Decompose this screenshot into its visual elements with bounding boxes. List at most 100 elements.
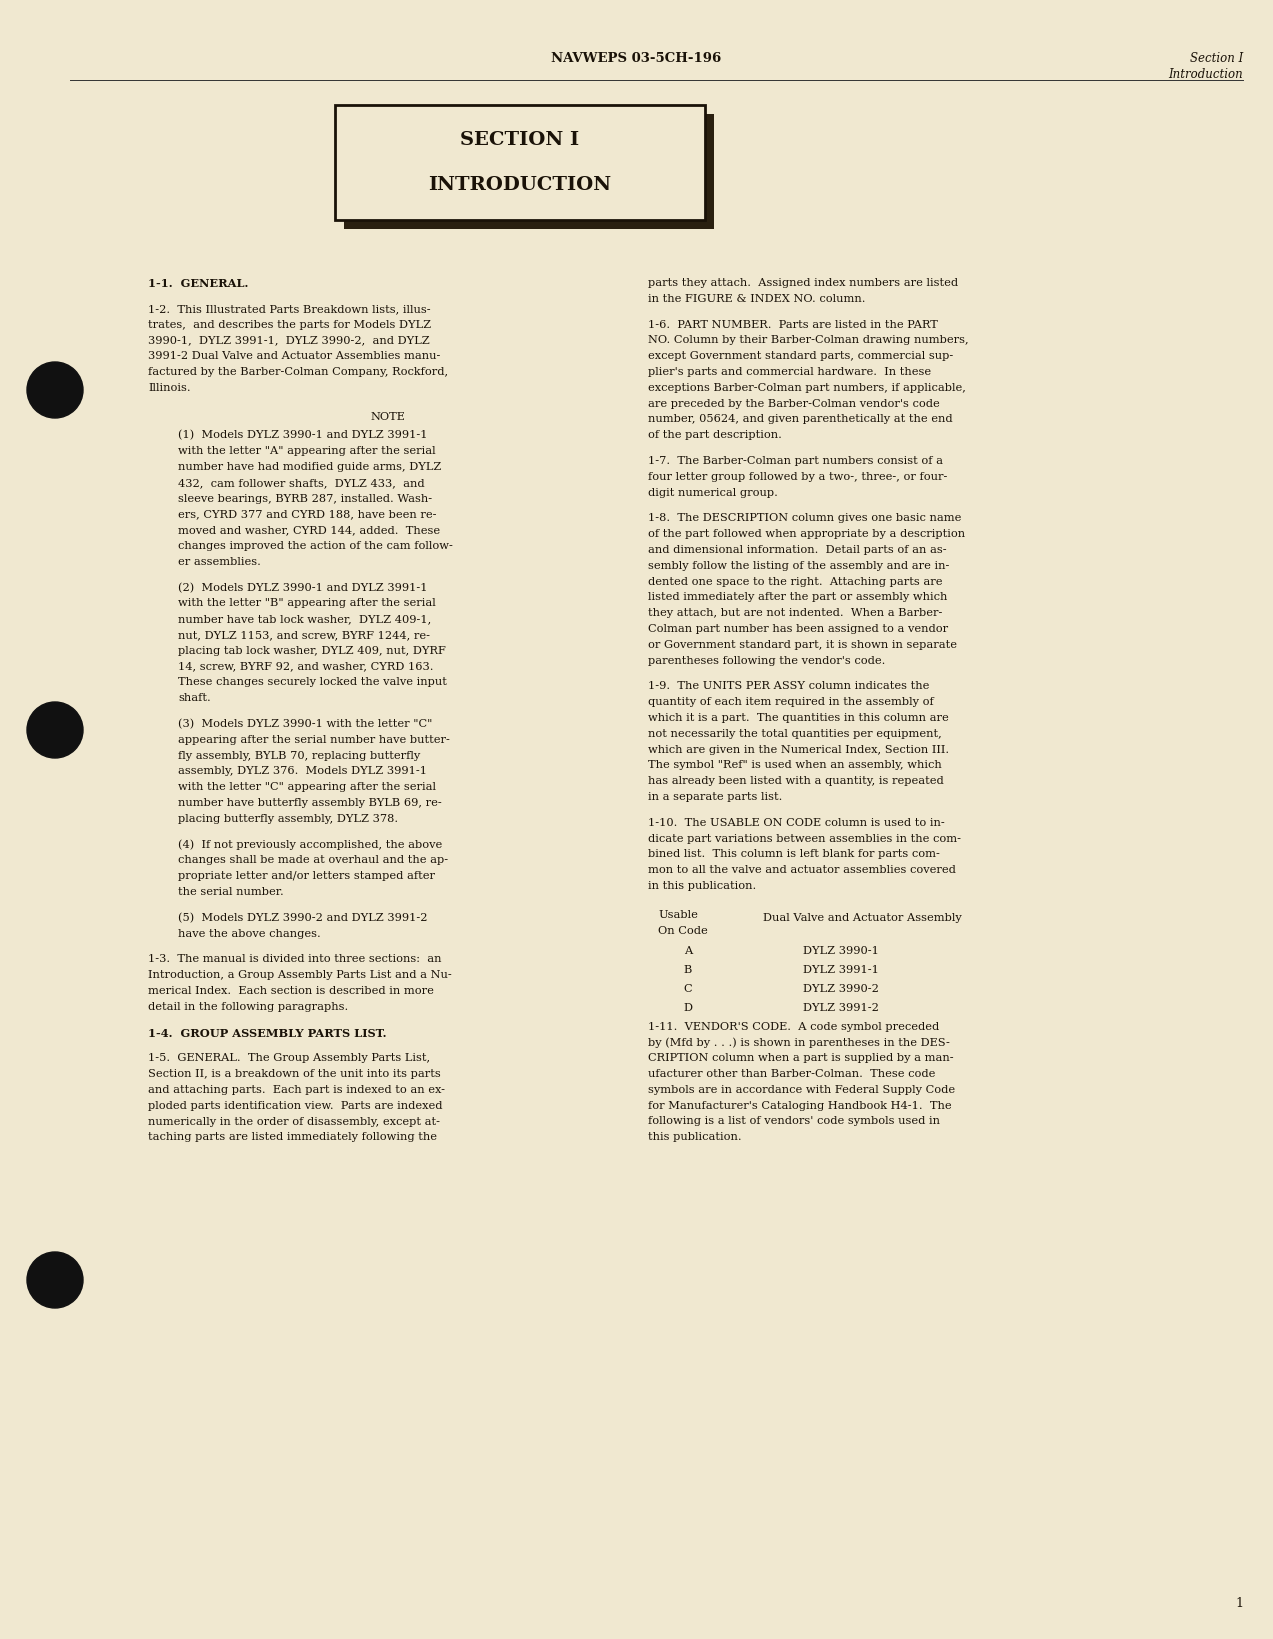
- Text: plier's parts and commercial hardware.  In these: plier's parts and commercial hardware. I…: [648, 367, 931, 377]
- Text: parentheses following the vendor's code.: parentheses following the vendor's code.: [648, 656, 886, 665]
- Text: NO. Column by their Barber-Colman drawing numbers,: NO. Column by their Barber-Colman drawin…: [648, 336, 969, 346]
- Text: sleeve bearings, BYRB 287, installed. Wash-: sleeve bearings, BYRB 287, installed. Wa…: [178, 493, 432, 503]
- Text: has already been listed with a quantity, is repeated: has already been listed with a quantity,…: [648, 777, 943, 787]
- Text: D: D: [684, 1003, 693, 1013]
- Circle shape: [27, 362, 83, 418]
- Text: C: C: [684, 983, 693, 993]
- Text: number, 05624, and given parenthetically at the end: number, 05624, and given parenthetically…: [648, 415, 952, 425]
- Text: moved and washer, CYRD 144, added.  These: moved and washer, CYRD 144, added. These: [178, 524, 440, 536]
- Text: NOTE: NOTE: [370, 411, 405, 421]
- Text: not necessarily the total quantities per equipment,: not necessarily the total quantities per…: [648, 729, 942, 739]
- Text: they attach, but are not indented.  When a Barber-: they attach, but are not indented. When …: [648, 608, 942, 618]
- Text: 3991-2 Dual Valve and Actuator Assemblies manu-: 3991-2 Dual Valve and Actuator Assemblie…: [148, 351, 440, 361]
- Text: of the part description.: of the part description.: [648, 429, 782, 441]
- Text: (2)  Models DYLZ 3990-1 and DYLZ 3991-1: (2) Models DYLZ 3990-1 and DYLZ 3991-1: [178, 582, 428, 593]
- Text: exceptions Barber-Colman part numbers, if applicable,: exceptions Barber-Colman part numbers, i…: [648, 384, 966, 393]
- Text: which are given in the Numerical Index, Section III.: which are given in the Numerical Index, …: [648, 744, 950, 754]
- Text: (4)  If not previously accomplished, the above: (4) If not previously accomplished, the …: [178, 839, 442, 851]
- Text: Illinois.: Illinois.: [148, 384, 191, 393]
- Text: nut, DYLZ 1153, and screw, BYRF 1244, re-: nut, DYLZ 1153, and screw, BYRF 1244, re…: [178, 629, 430, 639]
- Text: (5)  Models DYLZ 3990-2 and DYLZ 3991-2: (5) Models DYLZ 3990-2 and DYLZ 3991-2: [178, 913, 428, 923]
- Text: shaft.: shaft.: [178, 693, 211, 703]
- Text: for Manufacturer's Cataloging Handbook H4-1.  The: for Manufacturer's Cataloging Handbook H…: [648, 1101, 952, 1111]
- Text: changes shall be made at overhaul and the ap-: changes shall be made at overhaul and th…: [178, 856, 448, 865]
- Text: 1-10.  The USABLE ON CODE column is used to in-: 1-10. The USABLE ON CODE column is used …: [648, 818, 945, 828]
- Text: and dimensional information.  Detail parts of an as-: and dimensional information. Detail part…: [648, 546, 947, 556]
- Text: 1-8.  The DESCRIPTION column gives one basic name: 1-8. The DESCRIPTION column gives one ba…: [648, 513, 961, 523]
- Text: er assemblies.: er assemblies.: [178, 557, 261, 567]
- Text: or Government standard part, it is shown in separate: or Government standard part, it is shown…: [648, 639, 957, 649]
- Text: which it is a part.  The quantities in this column are: which it is a part. The quantities in th…: [648, 713, 948, 723]
- Text: factured by the Barber-Colman Company, Rockford,: factured by the Barber-Colman Company, R…: [148, 367, 448, 377]
- Text: changes improved the action of the cam follow-: changes improved the action of the cam f…: [178, 541, 453, 551]
- Text: digit numerical group.: digit numerical group.: [648, 487, 778, 498]
- Text: dicate part variations between assemblies in the com-: dicate part variations between assemblie…: [648, 834, 961, 844]
- Text: with the letter "B" appearing after the serial: with the letter "B" appearing after the …: [178, 598, 435, 608]
- Circle shape: [27, 701, 83, 757]
- FancyBboxPatch shape: [335, 105, 705, 220]
- Text: 3990-1,  DYLZ 3991-1,  DYLZ 3990-2,  and DYLZ: 3990-1, DYLZ 3991-1, DYLZ 3990-2, and DY…: [148, 336, 430, 346]
- Text: 1-5.  GENERAL.  The Group Assembly Parts List,: 1-5. GENERAL. The Group Assembly Parts L…: [148, 1054, 430, 1064]
- Text: 432,  cam follower shafts,  DYLZ 433,  and: 432, cam follower shafts, DYLZ 433, and: [178, 479, 425, 488]
- Text: DYLZ 3991-1: DYLZ 3991-1: [803, 965, 878, 975]
- Text: of the part followed when appropriate by a description: of the part followed when appropriate by…: [648, 529, 965, 539]
- Text: Dual Valve and Actuator Assembly: Dual Valve and Actuator Assembly: [763, 913, 961, 923]
- Text: assembly, DYLZ 376.  Models DYLZ 3991-1: assembly, DYLZ 376. Models DYLZ 3991-1: [178, 767, 426, 777]
- Text: placing tab lock washer, DYLZ 409, nut, DYRF: placing tab lock washer, DYLZ 409, nut, …: [178, 646, 446, 656]
- Text: DYLZ 3990-1: DYLZ 3990-1: [803, 946, 878, 957]
- Text: These changes securely locked the valve input: These changes securely locked the valve …: [178, 677, 447, 687]
- Text: NAVWEPS 03-5CH-196: NAVWEPS 03-5CH-196: [551, 52, 722, 66]
- Text: DYLZ 3990-2: DYLZ 3990-2: [803, 983, 878, 993]
- Text: 1-3.  The manual is divided into three sections:  an: 1-3. The manual is divided into three se…: [148, 954, 442, 964]
- Text: The symbol "Ref" is used when an assembly, which: The symbol "Ref" is used when an assembl…: [648, 760, 942, 770]
- Text: Introduction: Introduction: [1169, 67, 1242, 80]
- Text: have the above changes.: have the above changes.: [178, 929, 321, 939]
- Text: 1-1.  GENERAL.: 1-1. GENERAL.: [148, 279, 248, 288]
- Text: Introduction, a Group Assembly Parts List and a Nu-: Introduction, a Group Assembly Parts Lis…: [148, 970, 452, 980]
- Text: 1-11.  VENDOR'S CODE.  A code symbol preceded: 1-11. VENDOR'S CODE. A code symbol prece…: [648, 1021, 939, 1031]
- Text: listed immediately after the part or assembly which: listed immediately after the part or ass…: [648, 592, 947, 603]
- Text: number have tab lock washer,  DYLZ 409-1,: number have tab lock washer, DYLZ 409-1,: [178, 615, 432, 624]
- Text: B: B: [684, 965, 693, 975]
- Text: in this publication.: in this publication.: [648, 882, 756, 892]
- Text: ploded parts identification view.  Parts are indexed: ploded parts identification view. Parts …: [148, 1101, 443, 1111]
- Text: numerically in the order of disassembly, except at-: numerically in the order of disassembly,…: [148, 1116, 440, 1126]
- Text: (1)  Models DYLZ 3990-1 and DYLZ 3991-1: (1) Models DYLZ 3990-1 and DYLZ 3991-1: [178, 431, 428, 441]
- Text: fly assembly, BYLB 70, replacing butterfly: fly assembly, BYLB 70, replacing butterf…: [178, 751, 420, 760]
- Text: (3)  Models DYLZ 3990-1 with the letter "C": (3) Models DYLZ 3990-1 with the letter "…: [178, 720, 433, 729]
- Text: detail in the following paragraphs.: detail in the following paragraphs.: [148, 1001, 349, 1011]
- Text: On Code: On Code: [658, 926, 708, 936]
- Text: are preceded by the Barber-Colman vendor's code: are preceded by the Barber-Colman vendor…: [648, 398, 939, 408]
- Text: with the letter "C" appearing after the serial: with the letter "C" appearing after the …: [178, 782, 435, 792]
- Text: this publication.: this publication.: [648, 1133, 742, 1142]
- Text: 1-7.  The Barber-Colman part numbers consist of a: 1-7. The Barber-Colman part numbers cons…: [648, 456, 943, 465]
- Text: in the FIGURE & INDEX NO. column.: in the FIGURE & INDEX NO. column.: [648, 293, 866, 303]
- Text: bined list.  This column is left blank for parts com-: bined list. This column is left blank fo…: [648, 849, 939, 859]
- Text: 1-6.  PART NUMBER.  Parts are listed in the PART: 1-6. PART NUMBER. Parts are listed in th…: [648, 320, 938, 329]
- Text: propriate letter and/or letters stamped after: propriate letter and/or letters stamped …: [178, 872, 435, 882]
- Text: symbols are in accordance with Federal Supply Code: symbols are in accordance with Federal S…: [648, 1085, 955, 1095]
- Text: and attaching parts.  Each part is indexed to an ex-: and attaching parts. Each part is indexe…: [148, 1085, 446, 1095]
- Text: number have butterfly assembly BYLB 69, re-: number have butterfly assembly BYLB 69, …: [178, 798, 442, 808]
- Text: trates,  and describes the parts for Models DYLZ: trates, and describes the parts for Mode…: [148, 320, 432, 329]
- Text: placing butterfly assembly, DYLZ 378.: placing butterfly assembly, DYLZ 378.: [178, 815, 398, 824]
- Text: Section II, is a breakdown of the unit into its parts: Section II, is a breakdown of the unit i…: [148, 1069, 440, 1078]
- Text: ers, CYRD 377 and CYRD 188, have been re-: ers, CYRD 377 and CYRD 188, have been re…: [178, 510, 437, 520]
- Text: with the letter "A" appearing after the serial: with the letter "A" appearing after the …: [178, 446, 435, 456]
- Text: sembly follow the listing of the assembly and are in-: sembly follow the listing of the assembl…: [648, 561, 950, 570]
- Circle shape: [27, 1252, 83, 1308]
- Text: except Government standard parts, commercial sup-: except Government standard parts, commer…: [648, 351, 953, 361]
- Text: number have had modified guide arms, DYLZ: number have had modified guide arms, DYL…: [178, 462, 442, 472]
- Text: mon to all the valve and actuator assemblies covered: mon to all the valve and actuator assemb…: [648, 865, 956, 875]
- Text: appearing after the serial number have butter-: appearing after the serial number have b…: [178, 734, 449, 744]
- Text: DYLZ 3991-2: DYLZ 3991-2: [803, 1003, 878, 1013]
- Text: Colman part number has been assigned to a vendor: Colman part number has been assigned to …: [648, 624, 948, 634]
- FancyBboxPatch shape: [344, 115, 714, 229]
- Text: four letter group followed by a two-, three-, or four-: four letter group followed by a two-, th…: [648, 472, 947, 482]
- Text: Usable: Usable: [658, 910, 698, 919]
- Text: 1-2.  This Illustrated Parts Breakdown lists, illus-: 1-2. This Illustrated Parts Breakdown li…: [148, 303, 430, 313]
- Text: parts they attach.  Assigned index numbers are listed: parts they attach. Assigned index number…: [648, 279, 959, 288]
- Text: Section I: Section I: [1190, 52, 1242, 66]
- Text: the serial number.: the serial number.: [178, 887, 284, 897]
- Text: merical Index.  Each section is described in more: merical Index. Each section is described…: [148, 987, 434, 997]
